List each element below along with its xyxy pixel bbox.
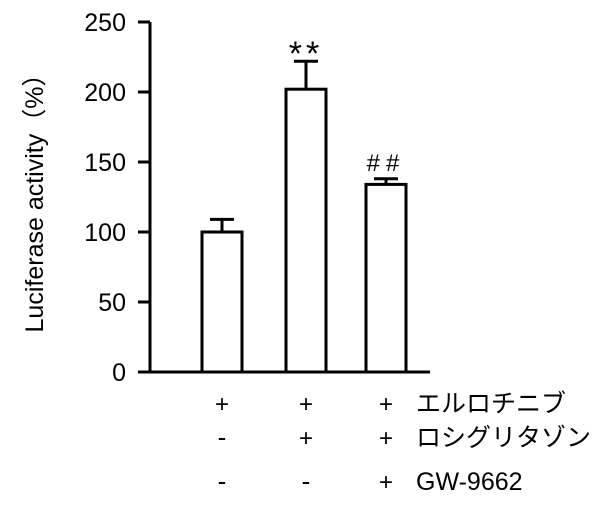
treatment-label: GW-9662 bbox=[416, 468, 523, 496]
y-tick-label: 50 bbox=[98, 289, 126, 317]
y-tick-label: 250 bbox=[84, 9, 126, 37]
treatment-sign: - bbox=[218, 422, 227, 452]
significance-annotation: ## bbox=[367, 150, 406, 177]
y-tick-label: 150 bbox=[84, 149, 126, 177]
treatment-sign: + bbox=[379, 469, 393, 496]
y-ticks: 0 50 100 150 200 250 bbox=[84, 9, 150, 387]
treatment-sign: - bbox=[218, 466, 227, 496]
treatment-sign: + bbox=[379, 425, 393, 452]
bar bbox=[200, 230, 244, 374]
significance-annotation: ** bbox=[289, 35, 323, 73]
treatment-label: エルロチニブ bbox=[416, 390, 566, 418]
treatment-sign: + bbox=[215, 391, 229, 418]
bar bbox=[284, 87, 328, 374]
y-tick-label: 0 bbox=[112, 359, 126, 387]
bar bbox=[364, 182, 408, 374]
treatment-sign: + bbox=[299, 391, 313, 418]
treatment-table: + + + エルロチニブ - + + ロシグリタゾン - - + GW-9662 bbox=[215, 390, 591, 496]
treatment-sign: + bbox=[379, 391, 393, 418]
y-tick-label: 100 bbox=[84, 219, 126, 247]
treatment-sign: - bbox=[302, 466, 311, 496]
bars: ** ## bbox=[200, 35, 408, 374]
y-axis: Luciferase activity（%） bbox=[21, 22, 152, 372]
y-tick-label: 200 bbox=[84, 79, 126, 107]
y-axis-label: Luciferase activity（%） bbox=[21, 62, 49, 333]
treatment-sign: + bbox=[299, 425, 313, 452]
treatment-label: ロシグリタゾン bbox=[416, 424, 591, 452]
